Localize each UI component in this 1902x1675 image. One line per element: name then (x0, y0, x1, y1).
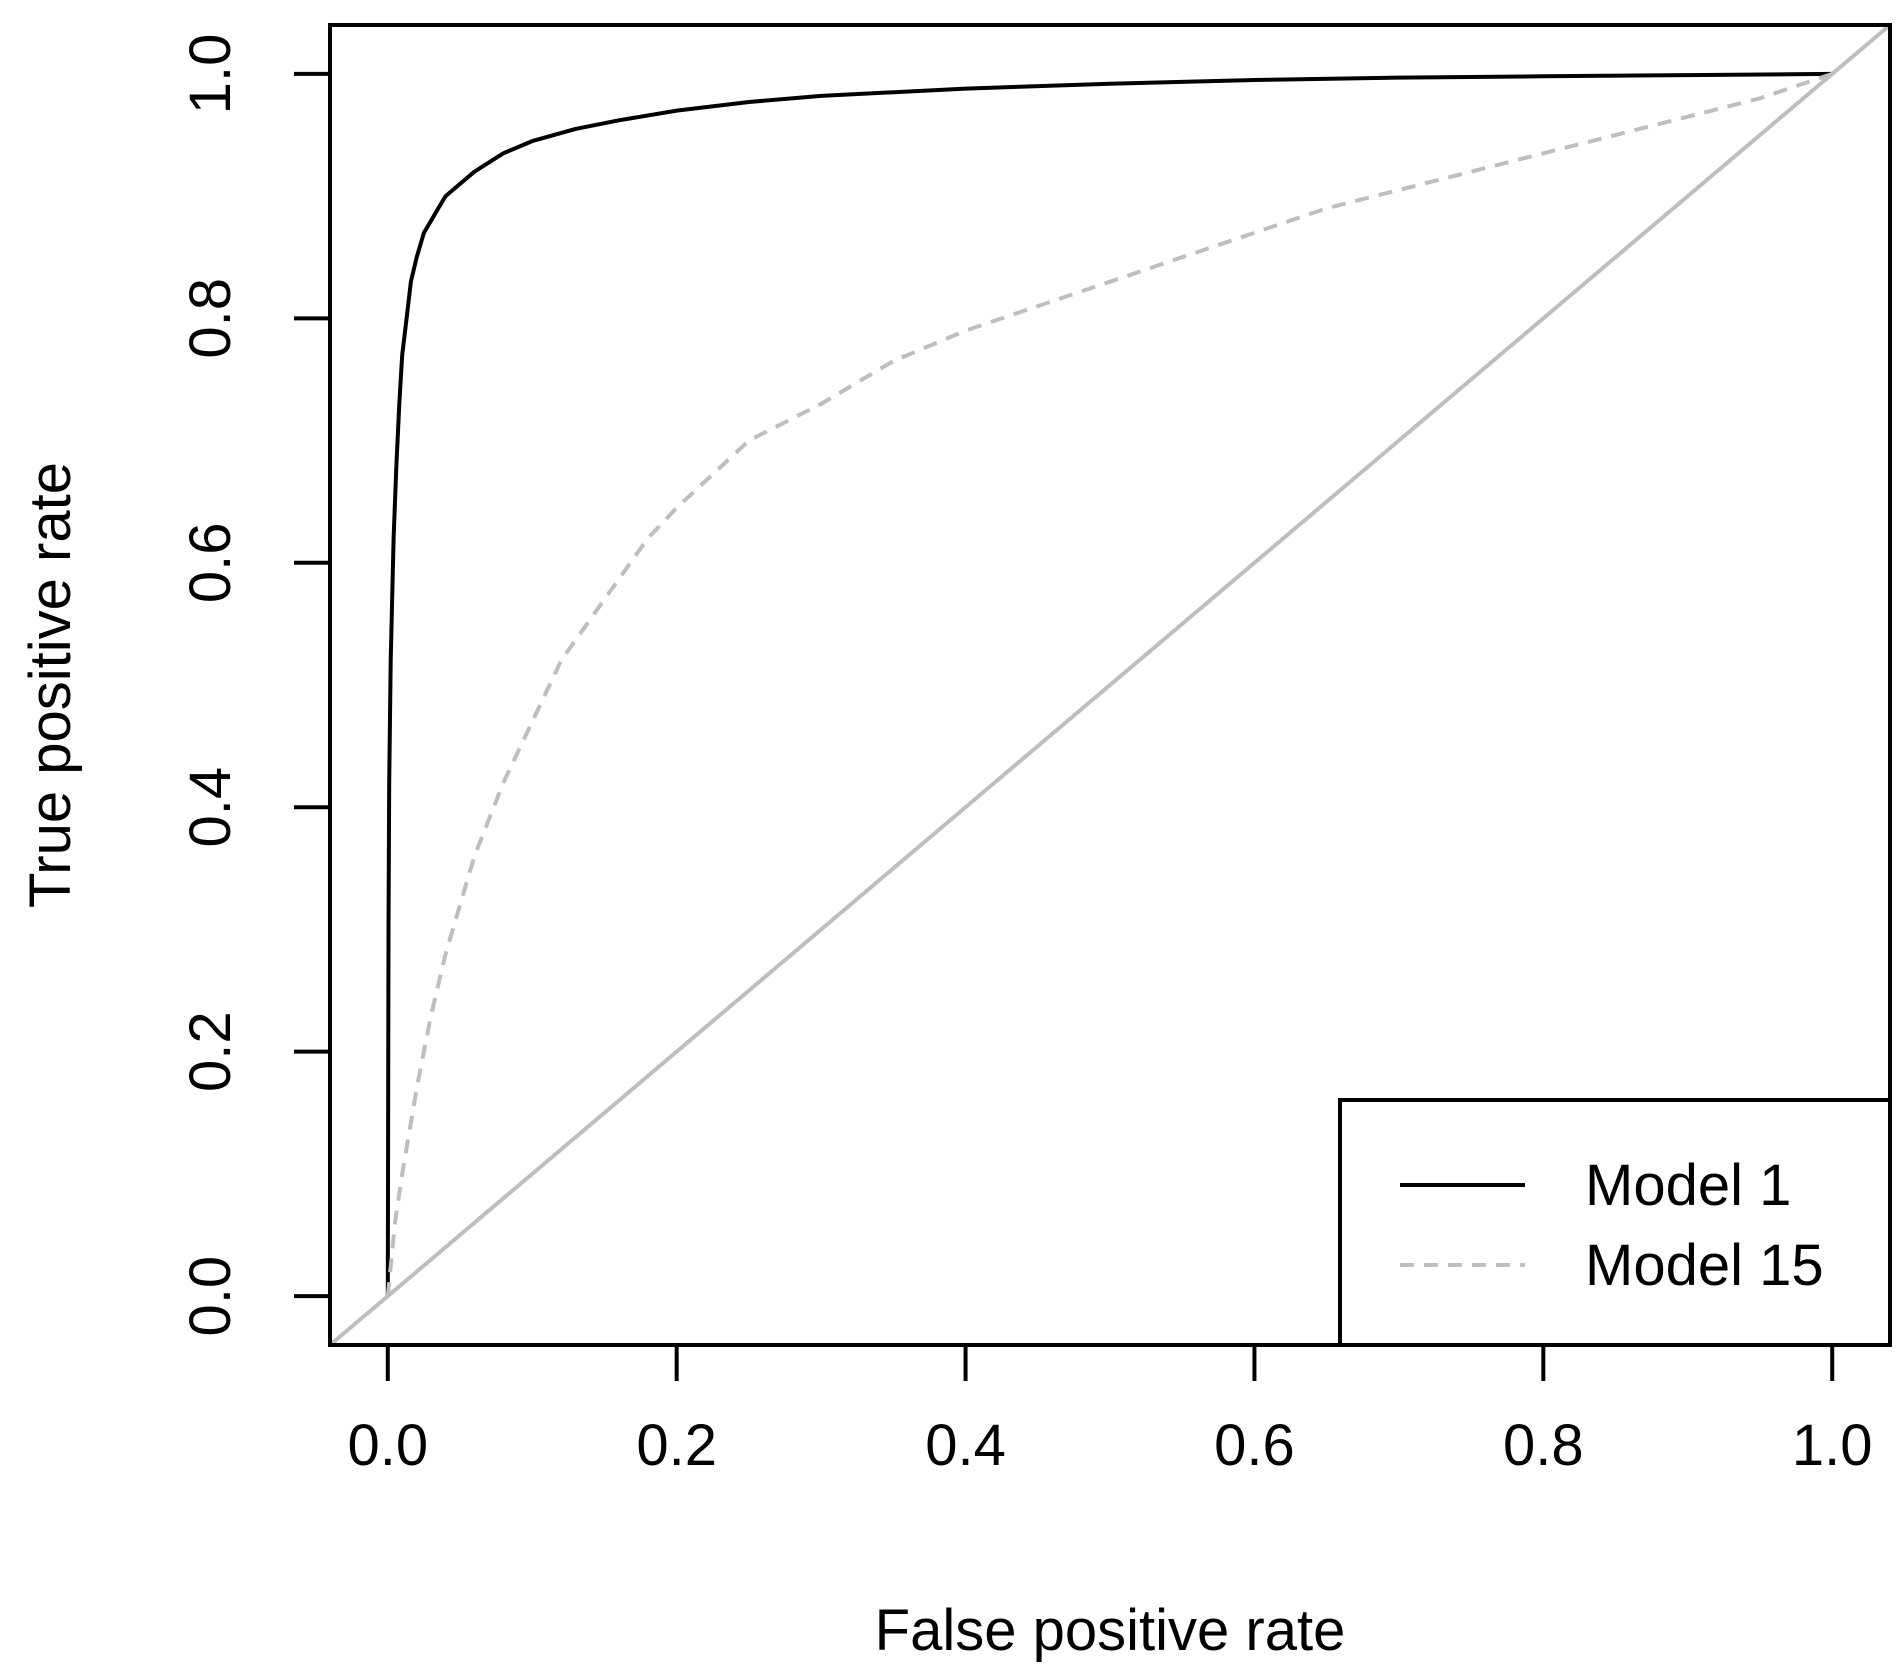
x-axis-label: False positive rate (875, 1598, 1346, 1663)
legend-box (1338, 1098, 1892, 1347)
series-line-model-1 (385, 71, 1833, 1297)
x-tick-label: 1.0 (1792, 1413, 1873, 1478)
y-tick-label: 1.0 (178, 34, 243, 115)
diagonal-reference-line (328, 23, 1892, 1347)
y-tick-label: 0.8 (178, 278, 243, 359)
y-tick-label: 0.4 (178, 767, 243, 848)
series-line-model-15 (385, 72, 1833, 1297)
legend-label: Model 15 (1585, 1233, 1824, 1298)
legend: Model 1 Model 15 (1338, 1098, 1892, 1347)
x-tick-label: 0.2 (636, 1413, 717, 1478)
y-axis-label: True positive rate (18, 462, 83, 908)
y-axis: 0.0 0.2 0.4 0.6 0.8 1.0 (178, 34, 332, 1337)
series-layer (328, 23, 1892, 1347)
x-tick-label: 0.8 (1503, 1413, 1584, 1478)
y-tick-label: 0.0 (178, 1256, 243, 1337)
x-tick-label: 0.6 (1214, 1413, 1295, 1478)
x-tick-label: 0.0 (347, 1413, 428, 1478)
y-tick-label: 0.2 (178, 1011, 243, 1092)
y-tick-label: 0.6 (178, 522, 243, 603)
legend-label: Model 1 (1585, 1153, 1791, 1218)
x-tick-label: 0.4 (925, 1413, 1006, 1478)
x-axis: 0.0 0.2 0.4 0.6 0.8 1.0 (347, 1343, 1873, 1478)
